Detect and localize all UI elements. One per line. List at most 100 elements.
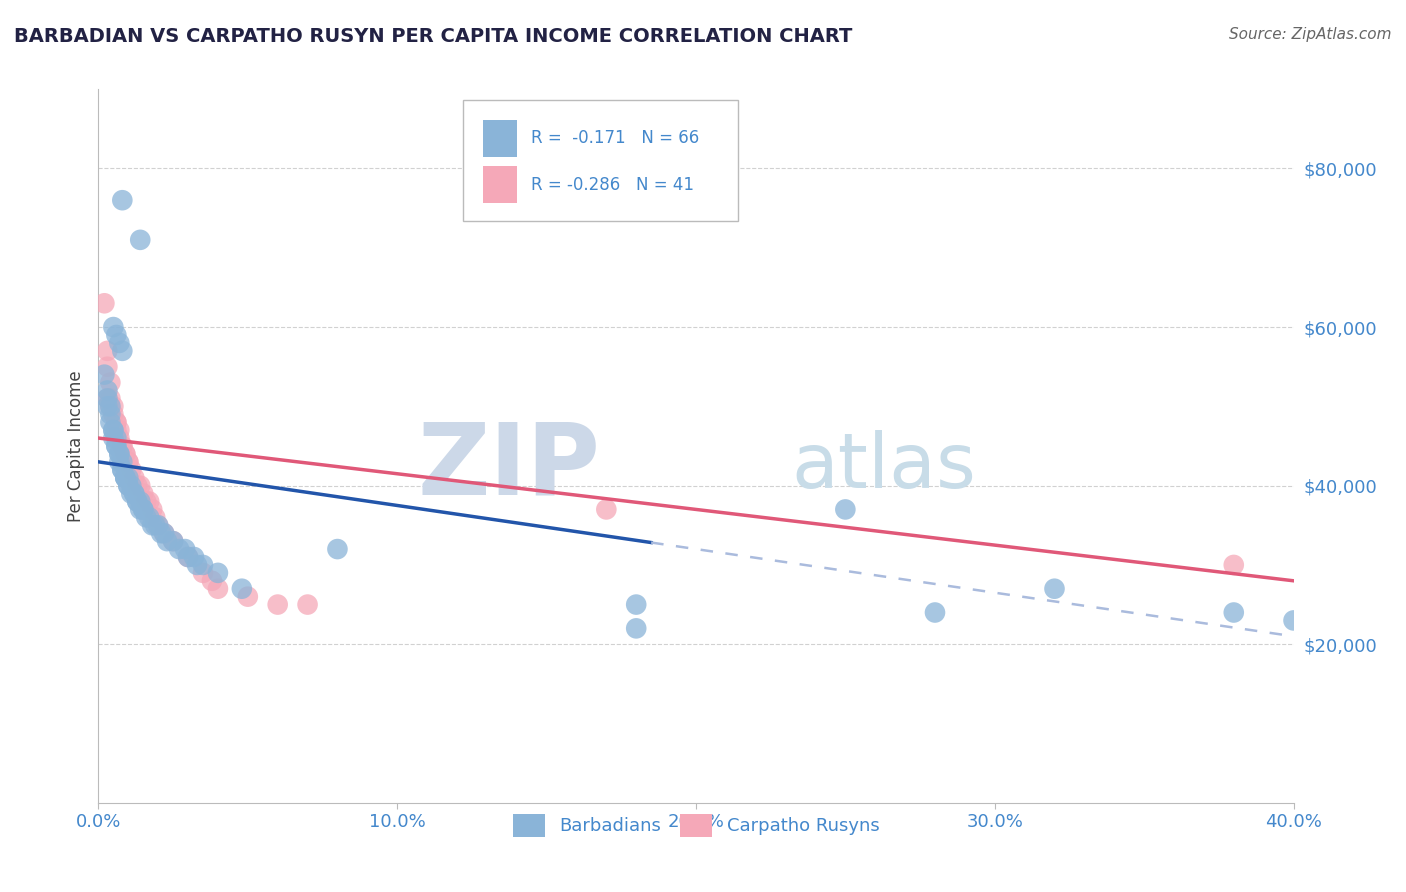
Point: [105, 439, 128, 453]
FancyBboxPatch shape: [484, 166, 517, 203]
Point: [153, 526, 176, 541]
Point: [207, 582, 229, 596]
Point: [105, 431, 128, 445]
Point: [96, 400, 118, 414]
Point: [201, 574, 224, 588]
Point: [114, 471, 136, 485]
Point: [98, 407, 122, 421]
Point: [103, 423, 125, 437]
Point: [129, 233, 152, 247]
Point: [114, 447, 136, 461]
Point: [138, 494, 160, 508]
Legend: Barbadians, Carpatho Rusyns: Barbadians, Carpatho Rusyns: [506, 807, 886, 844]
Point: [141, 518, 163, 533]
Point: [111, 463, 134, 477]
Point: [103, 400, 125, 414]
Point: [186, 558, 208, 572]
Point: [129, 494, 152, 508]
Point: [114, 471, 136, 485]
Point: [236, 590, 259, 604]
Point: [108, 423, 131, 437]
Point: [114, 471, 136, 485]
Point: [103, 423, 125, 437]
Point: [267, 598, 290, 612]
Point: [93, 368, 115, 382]
Text: Source: ZipAtlas.com: Source: ZipAtlas.com: [1229, 27, 1392, 42]
Point: [167, 542, 190, 557]
FancyBboxPatch shape: [463, 100, 738, 221]
Point: [103, 320, 125, 334]
Point: [105, 328, 128, 343]
Point: [834, 502, 856, 516]
Point: [114, 447, 136, 461]
Text: BARBADIAN VS CARPATHO RUSYN PER CAPITA INCOME CORRELATION CHART: BARBADIAN VS CARPATHO RUSYN PER CAPITA I…: [14, 27, 852, 45]
Point: [96, 343, 118, 358]
Point: [148, 518, 170, 533]
Text: R = -0.286   N = 41: R = -0.286 N = 41: [531, 176, 695, 194]
Point: [132, 502, 155, 516]
Point: [111, 455, 134, 469]
Point: [93, 296, 115, 310]
Point: [153, 526, 176, 541]
Point: [96, 359, 118, 374]
Point: [98, 392, 122, 406]
Point: [111, 463, 134, 477]
Point: [124, 471, 146, 485]
Point: [150, 526, 173, 541]
Point: [96, 384, 118, 398]
Point: [105, 415, 128, 429]
Point: [117, 455, 139, 469]
Text: ZIP: ZIP: [418, 419, 600, 516]
Point: [138, 510, 160, 524]
Point: [108, 447, 131, 461]
Point: [132, 502, 155, 516]
Point: [117, 471, 139, 485]
Point: [105, 439, 128, 453]
Point: [143, 518, 166, 533]
Y-axis label: Per Capita Income: Per Capita Income: [66, 370, 84, 522]
Point: [626, 598, 648, 612]
Point: [326, 542, 349, 557]
Point: [191, 566, 214, 580]
Point: [124, 486, 146, 500]
Point: [595, 502, 617, 516]
Point: [111, 439, 134, 453]
Point: [191, 558, 214, 572]
Point: [1223, 558, 1246, 572]
Point: [120, 478, 142, 492]
Point: [111, 439, 134, 453]
Point: [162, 534, 184, 549]
Point: [297, 598, 319, 612]
Point: [96, 392, 118, 406]
Point: [177, 549, 200, 564]
Point: [117, 478, 139, 492]
Point: [127, 478, 149, 492]
Point: [132, 486, 155, 500]
Point: [108, 431, 131, 445]
Point: [162, 534, 184, 549]
Point: [129, 478, 152, 492]
Point: [207, 566, 229, 580]
Point: [103, 407, 125, 421]
Point: [626, 621, 648, 635]
Point: [98, 376, 122, 390]
Point: [111, 343, 134, 358]
Point: [98, 415, 122, 429]
Point: [231, 582, 253, 596]
Point: [105, 423, 128, 437]
Point: [1223, 606, 1246, 620]
Point: [120, 463, 142, 477]
Point: [103, 431, 125, 445]
Point: [1282, 614, 1305, 628]
Point: [111, 193, 134, 207]
Point: [108, 447, 131, 461]
Point: [1043, 582, 1066, 596]
Point: [117, 455, 139, 469]
Point: [98, 400, 122, 414]
Point: [148, 518, 170, 533]
Point: [183, 549, 205, 564]
Point: [129, 502, 152, 516]
Point: [177, 549, 200, 564]
Text: atlas: atlas: [792, 431, 976, 504]
Point: [141, 502, 163, 516]
